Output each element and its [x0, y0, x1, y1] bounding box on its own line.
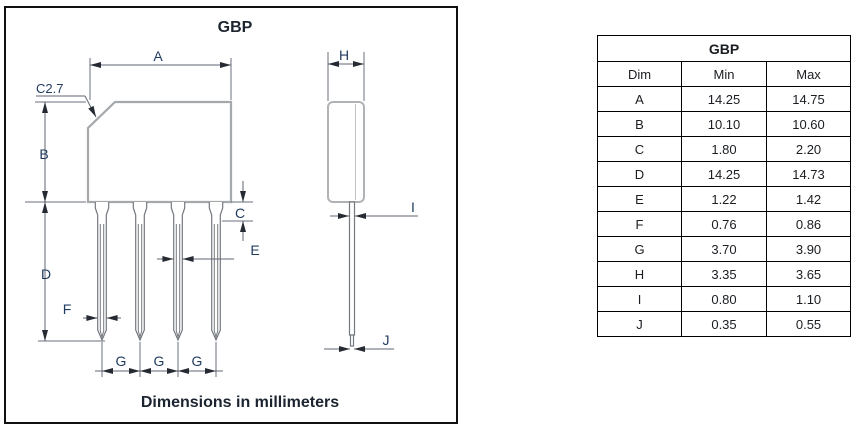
column-header-min: Min — [681, 61, 767, 87]
column-header-max: Max — [765, 61, 852, 87]
dim-label-i: I — [411, 199, 415, 215]
dimension-j: J — [324, 332, 394, 352]
min-cell: 1.80 — [681, 136, 767, 162]
max-cell: 1.10 — [765, 286, 852, 312]
drawing-footer: Dimensions in millimeters — [141, 394, 339, 411]
table-row: E 1.22 1.42 — [597, 186, 852, 212]
table-row: H 3.35 3.65 — [597, 261, 852, 287]
package-drawing-svg: GBP A C2.7 — [25, 19, 418, 411]
dim-cell: D — [597, 161, 682, 187]
min-cell: 1.22 — [681, 186, 767, 212]
dim-label-b: B — [39, 146, 48, 162]
table-row: C 1.80 2.20 — [597, 136, 852, 162]
min-cell: 0.80 — [681, 286, 767, 312]
table-row: A 14.25 14.75 — [597, 86, 852, 112]
dim-label-e: E — [250, 242, 259, 258]
package-body — [86, 100, 233, 204]
max-cell: 2.20 — [765, 136, 852, 162]
min-cell: 0.35 — [681, 311, 767, 337]
min-cell: 14.25 — [681, 161, 767, 187]
dim-label-a: A — [153, 48, 163, 64]
column-header-dim: Dim — [597, 61, 682, 87]
dimension-b: B — [25, 101, 86, 203]
dim-label-g2: G — [154, 353, 165, 369]
table-title: GBP — [596, 35, 852, 62]
dim-label-d: D — [41, 266, 51, 282]
lead-side — [348, 201, 356, 347]
table-row: G 3.70 3.90 — [597, 236, 852, 262]
min-cell: 3.35 — [681, 261, 767, 287]
dim-cell: E — [597, 186, 682, 212]
dim-cell: J — [597, 311, 682, 337]
package-body-side — [327, 101, 365, 203]
dim-label-h: H — [339, 47, 349, 63]
dimension-h: H — [327, 47, 365, 101]
dimension-table: GBP Dim Min Max A 14.25 14.75 B 10.10 10… — [596, 35, 852, 337]
min-cell: 14.25 — [681, 86, 767, 112]
dimension-g: G G G — [95, 342, 223, 377]
side-view: H I J — [324, 47, 418, 352]
min-cell: 3.70 — [681, 236, 767, 262]
dim-label-f: F — [63, 301, 72, 317]
max-cell: 0.86 — [765, 211, 852, 237]
dim-cell: F — [597, 211, 682, 237]
dimension-i: I — [330, 199, 418, 219]
min-cell: 10.10 — [681, 111, 767, 137]
dimension-f: F — [63, 301, 121, 321]
max-cell: 3.90 — [765, 236, 852, 262]
dim-label-c: C — [235, 205, 245, 221]
table-header-row: Dim Min Max — [597, 61, 852, 87]
dimension-a: A — [89, 48, 232, 100]
table-title-row: GBP — [596, 35, 852, 62]
dim-cell: C — [597, 136, 682, 162]
max-cell: 14.73 — [765, 161, 852, 187]
max-cell: 0.55 — [765, 311, 852, 337]
dimension-e: E — [157, 242, 260, 262]
dim-cell: A — [597, 86, 682, 112]
package-drawing-panel: GBP A C2.7 — [4, 6, 458, 424]
chamfer-note-label: C2.7 — [36, 81, 63, 96]
table-row: D 14.25 14.73 — [597, 161, 852, 187]
max-cell: 14.75 — [765, 86, 852, 112]
max-cell: 10.60 — [765, 111, 852, 137]
table-row: F 0.76 0.86 — [597, 211, 852, 237]
min-cell: 0.76 — [681, 211, 767, 237]
table-row: I 0.80 1.10 — [597, 286, 852, 312]
dim-cell: H — [597, 261, 682, 287]
dim-label-g1: G — [116, 353, 127, 369]
front-view: GBP A C2.7 — [25, 19, 339, 411]
table-row: J 0.35 0.55 — [597, 311, 852, 337]
table-row: B 10.10 10.60 — [597, 111, 852, 137]
max-cell: 1.42 — [765, 186, 852, 212]
dimension-d: D — [38, 202, 105, 342]
chamfer-note: C2.7 — [36, 81, 97, 118]
drawing-title: GBP — [218, 19, 253, 36]
dim-cell: G — [597, 236, 682, 262]
dim-label-j: J — [383, 332, 390, 348]
leads-front — [94, 202, 224, 342]
dim-label-g3: G — [192, 353, 203, 369]
dimension-c: C — [222, 181, 253, 241]
dim-cell: I — [597, 286, 682, 312]
dim-cell: B — [597, 111, 682, 137]
max-cell: 3.65 — [765, 261, 852, 287]
